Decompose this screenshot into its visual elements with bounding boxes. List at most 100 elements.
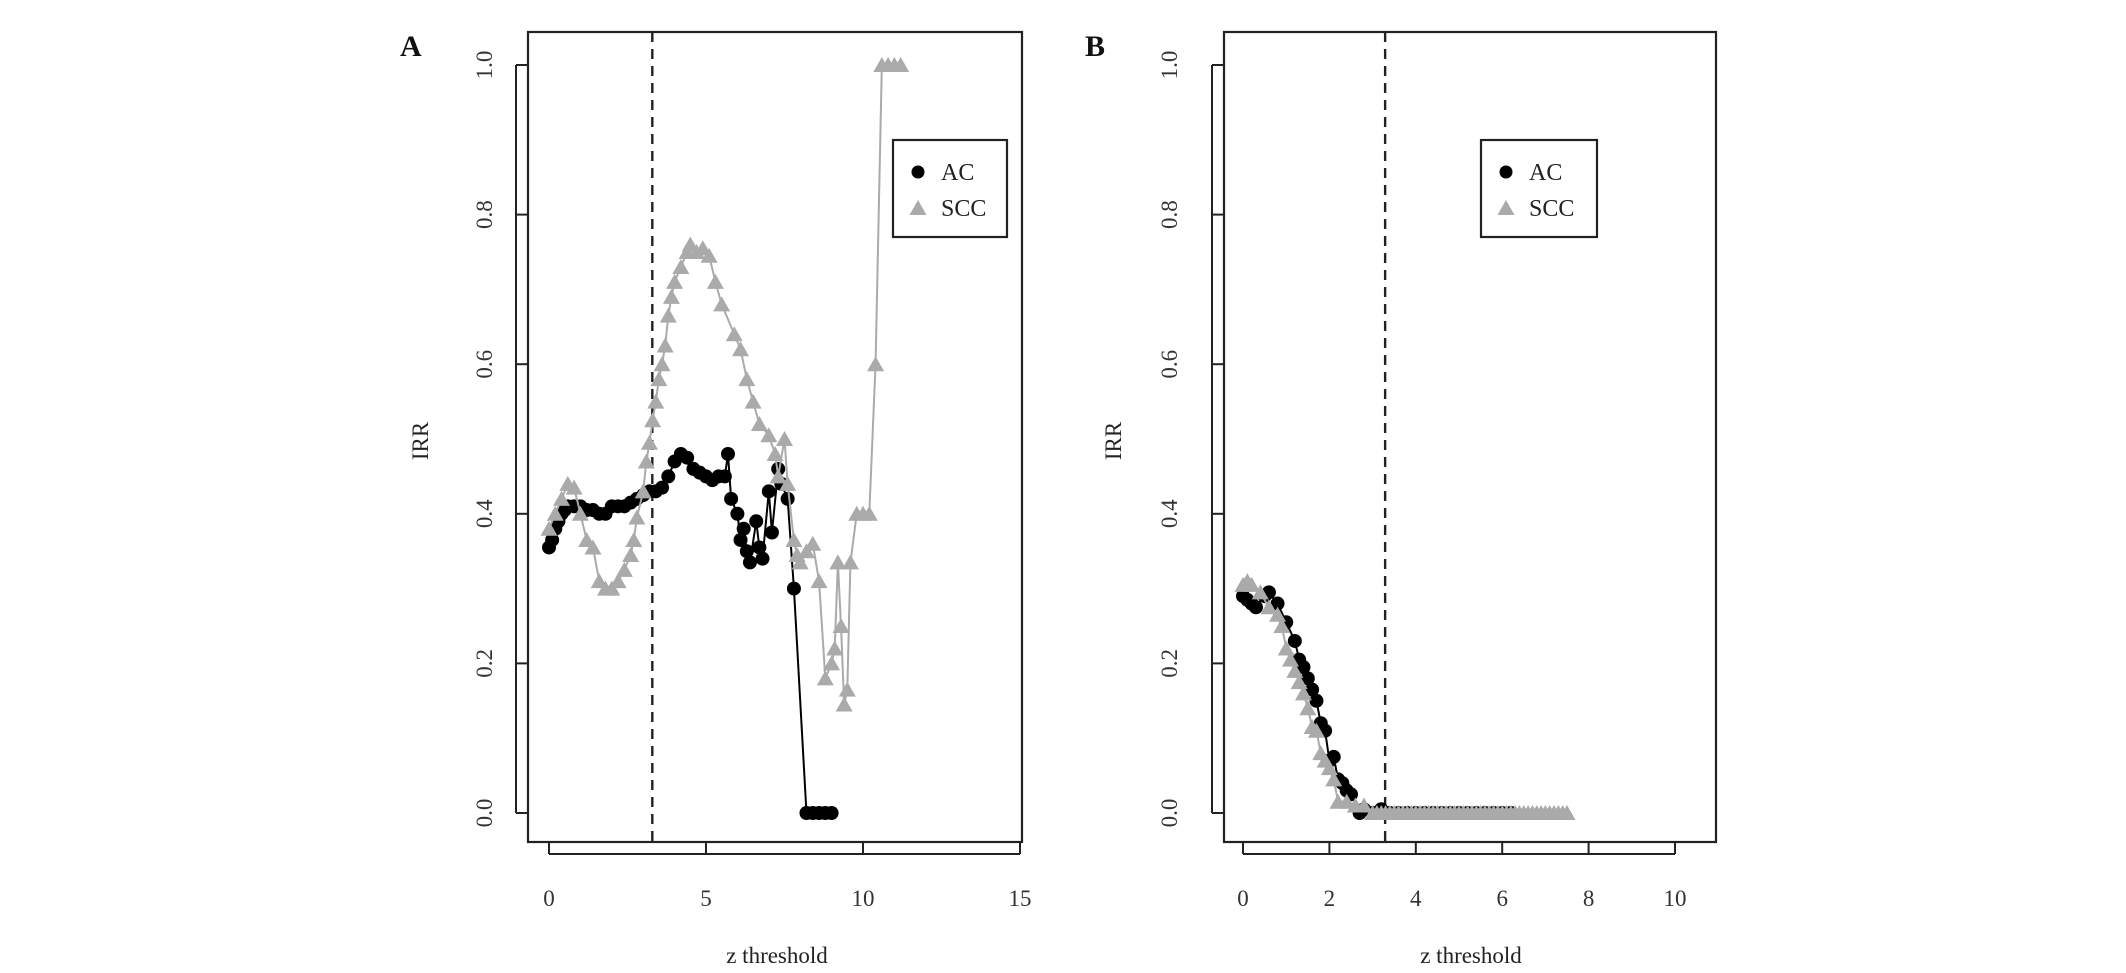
data-point-circle <box>786 581 801 596</box>
y-axis-label: IRR <box>408 421 433 460</box>
y-tick-label: 0.2 <box>1157 649 1182 678</box>
x-axis-label: z threshold <box>1420 943 1522 968</box>
data-point-triangle <box>622 546 640 562</box>
data-point-triangle <box>779 475 797 491</box>
data-point-triangle <box>565 479 583 495</box>
data-point-triangle <box>644 412 662 428</box>
data-point-triangle <box>706 273 724 289</box>
legend-label: AC <box>1529 160 1562 186</box>
x-tick-label: 6 <box>1496 886 1508 911</box>
data-point-triangle <box>1320 760 1338 776</box>
legend: AC SCC <box>1479 138 1599 239</box>
y-tick-label: 0.2 <box>472 649 497 678</box>
x-tick-label: 10 <box>1664 886 1687 911</box>
data-point-triangle <box>785 531 803 547</box>
data-point-triangle <box>1260 599 1278 615</box>
legend-label: SCC <box>1529 196 1574 222</box>
data-point-circle <box>661 469 676 484</box>
data-point-triangle <box>1290 674 1308 690</box>
data-point-triangle <box>838 681 856 697</box>
data-point-circle <box>1309 693 1324 708</box>
data-point-triangle <box>546 505 564 521</box>
series-line <box>1242 579 1567 814</box>
legend: AC SCC <box>891 138 1009 239</box>
data-point-triangle <box>816 670 834 686</box>
data-point-circle <box>749 514 764 529</box>
data-point-triangle <box>628 509 646 525</box>
y-tick-label: 1.0 <box>1157 51 1182 80</box>
data-point-triangle <box>744 393 762 409</box>
data-point-circle <box>1300 671 1315 686</box>
x-axis-label: z threshold <box>726 943 828 968</box>
data-point-triangle <box>700 247 718 263</box>
data-point-triangle <box>672 258 690 274</box>
data-point-circle <box>720 446 735 461</box>
legend-marker-circle <box>1499 165 1513 179</box>
data-point-triangle <box>867 356 885 372</box>
series-ac <box>542 446 839 820</box>
data-point-triangle <box>1338 793 1356 809</box>
data-point-triangle <box>1282 651 1300 667</box>
data-point-circle <box>761 484 776 499</box>
data-point-triangle <box>1307 722 1325 738</box>
data-point-triangle <box>776 431 793 446</box>
y-tick-label: 0.6 <box>1157 350 1182 379</box>
x-tick-label: 10 <box>852 886 875 911</box>
data-point-circle <box>752 540 767 555</box>
data-point-triangle <box>738 371 756 387</box>
legend-box <box>1479 138 1599 239</box>
series-line <box>548 64 901 705</box>
data-point-triangle <box>1243 576 1261 592</box>
legend-marker-triangle <box>909 200 927 215</box>
data-point-circle <box>1287 633 1302 648</box>
legend-box <box>891 138 1009 239</box>
y-tick-label: 1.0 <box>472 51 497 80</box>
y-tick-label: 0.4 <box>472 499 497 528</box>
data-point-triangle <box>860 505 878 521</box>
y-tick-label: 0.0 <box>1157 799 1182 828</box>
y-tick-label: 0.6 <box>472 350 497 379</box>
data-point-circle <box>755 551 770 566</box>
panel-a: A IRR z threshold 0 5 10 15 0.0 0.2 0.4 0.6 0.8 1… <box>400 30 1032 968</box>
data-point-circle <box>733 532 748 547</box>
data-point-triangle <box>804 535 822 551</box>
panel-b: B IRR z threshold 0 2 4 6 8 10 0.0 0.2 0.4 0.6 0.8… <box>1085 30 1718 968</box>
series-scc <box>1234 573 1576 820</box>
data-point-triangle <box>659 307 677 323</box>
plot-frame <box>1222 30 1718 844</box>
data-point-triangle <box>1355 797 1373 813</box>
data-point-triangle <box>826 640 844 656</box>
data-point-triangle <box>656 337 674 353</box>
x-tick-label: 4 <box>1410 886 1422 911</box>
data-point-circle <box>680 450 695 465</box>
data-point-circle <box>764 525 779 540</box>
legend-label: AC <box>941 160 974 186</box>
data-point-triangle <box>892 57 910 72</box>
data-point-triangle <box>553 490 571 506</box>
data-point-circle <box>724 491 739 506</box>
data-point-triangle <box>653 356 671 372</box>
y-tick-label: 0.4 <box>1157 499 1182 528</box>
data-point-triangle <box>1325 771 1343 787</box>
legend-marker-triangle <box>1497 200 1515 215</box>
data-point-circle <box>1326 749 1341 764</box>
x-tick-label: 2 <box>1324 886 1336 911</box>
data-point-circle <box>742 555 757 570</box>
data-point-circle <box>739 544 754 559</box>
data-point-triangle <box>1269 606 1287 622</box>
data-point-circle <box>1248 600 1263 615</box>
data-point-triangle <box>841 554 859 570</box>
data-point-triangle <box>835 696 853 712</box>
panel-label: A <box>400 30 422 63</box>
data-point-circle <box>1270 596 1285 611</box>
x-tick-label: 5 <box>700 886 712 911</box>
data-point-circle <box>1305 682 1320 697</box>
legend-label: SCC <box>941 196 986 222</box>
legend-marker-circle <box>911 165 925 179</box>
data-point-triangle <box>640 434 658 450</box>
data-point-triangle <box>634 483 652 499</box>
y-tick-label: 0.8 <box>1157 200 1182 229</box>
data-point-triangle <box>666 273 684 289</box>
plot-frame <box>526 30 1024 844</box>
